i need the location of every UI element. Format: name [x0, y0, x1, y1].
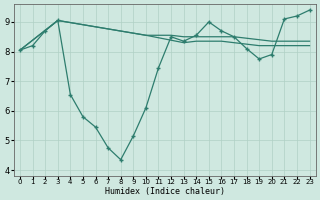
X-axis label: Humidex (Indice chaleur): Humidex (Indice chaleur) [105, 187, 225, 196]
